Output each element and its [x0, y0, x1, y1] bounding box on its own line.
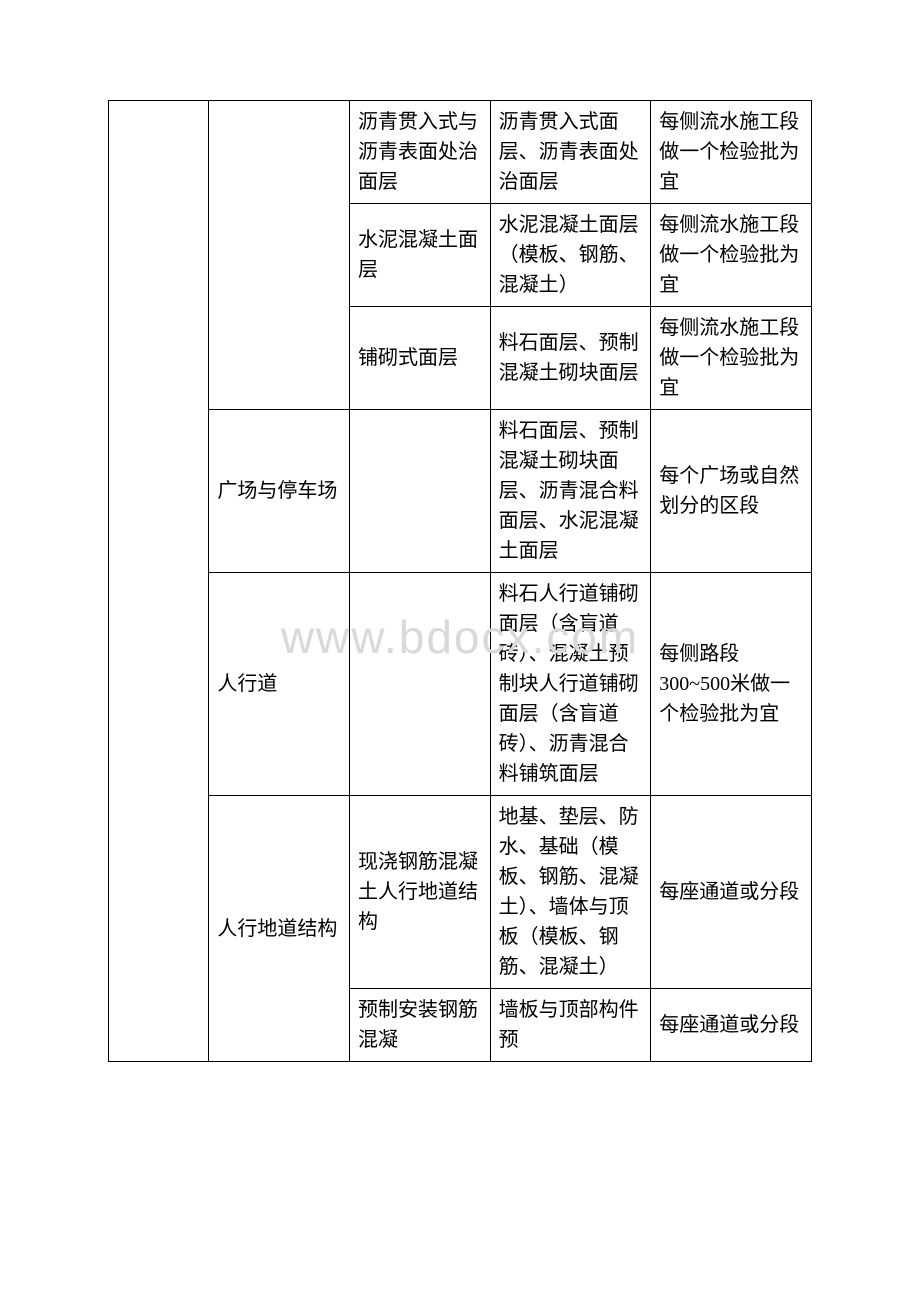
table-row: 人行道 料石人行道铺砌面层（含盲道砖）、混凝土预制块人行道铺砌面层（含盲道砖）、… [109, 573, 812, 796]
table-row: 人行地道结构 现浇钢筋混凝土人行地道结构 地基、垫层、防水、基础（模板、钢筋、混… [109, 796, 812, 989]
table-cell: 每侧流水施工段做一个检验批为宜 [651, 204, 812, 307]
page-container: 沥青贯入式与沥青表面处治面层 沥青贯入式面层、沥青表面处治面层 每侧流水施工段做… [0, 0, 920, 1062]
table-cell: 现浇钢筋混凝土人行地道结构 [350, 796, 491, 989]
table-row: 沥青贯入式与沥青表面处治面层 沥青贯入式面层、沥青表面处治面层 每侧流水施工段做… [109, 101, 812, 204]
table-cell: 墙板与顶部构件预 [490, 989, 651, 1062]
table-cell-col2 [209, 101, 350, 410]
table-cell: 广场与停车场 [209, 410, 350, 573]
table-cell: 料石面层、预制混凝土砌块面层、沥青混合料面层、水泥混凝土面层 [490, 410, 651, 573]
table-cell: 每座通道或分段 [651, 796, 812, 989]
table-cell: 地基、垫层、防水、基础（模板、钢筋、混凝土）、墙体与顶板（模板、钢筋、混凝土） [490, 796, 651, 989]
main-table: 沥青贯入式与沥青表面处治面层 沥青贯入式面层、沥青表面处治面层 每侧流水施工段做… [108, 100, 812, 1062]
table-cell-col1 [109, 101, 209, 1062]
table-cell: 每座通道或分段 [651, 989, 812, 1062]
table-cell: 沥青贯入式面层、沥青表面处治面层 [490, 101, 651, 204]
table-cell: 人行地道结构 [209, 796, 350, 1062]
table-cell [350, 573, 491, 796]
table-cell: 沥青贯入式与沥青表面处治面层 [350, 101, 491, 204]
table-cell: 水泥混凝土面层（模板、钢筋、混凝土） [490, 204, 651, 307]
table-cell: 每侧流水施工段做一个检验批为宜 [651, 101, 812, 204]
table-row: 广场与停车场 料石面层、预制混凝土砌块面层、沥青混合料面层、水泥混凝土面层 每个… [109, 410, 812, 573]
table-cell: 每个广场或自然划分的区段 [651, 410, 812, 573]
table-cell: 铺砌式面层 [350, 307, 491, 410]
table-cell: 料石面层、预制混凝土砌块面层 [490, 307, 651, 410]
table-cell: 人行道 [209, 573, 350, 796]
table-cell [350, 410, 491, 573]
table-cell: 每侧路段 300~500米做一个检验批为宜 [651, 573, 812, 796]
table-cell: 水泥混凝土面层 [350, 204, 491, 307]
table-cell: 料石人行道铺砌面层（含盲道砖）、混凝土预制块人行道铺砌面层（含盲道砖）、沥青混合… [490, 573, 651, 796]
table-cell: 每侧流水施工段做一个检验批为宜 [651, 307, 812, 410]
table-cell: 预制安装钢筋混凝 [350, 989, 491, 1062]
